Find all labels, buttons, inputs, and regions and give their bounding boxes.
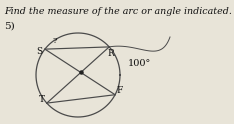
Text: S: S [36, 47, 42, 56]
Text: 100°: 100° [128, 59, 151, 67]
Text: Find the measure of the arc or angle indicated.: Find the measure of the arc or angle ind… [4, 7, 232, 16]
Text: R: R [108, 49, 115, 58]
Text: 5): 5) [4, 22, 15, 31]
Text: ?: ? [53, 37, 57, 45]
Text: T: T [39, 95, 45, 104]
Text: F: F [117, 86, 123, 95]
